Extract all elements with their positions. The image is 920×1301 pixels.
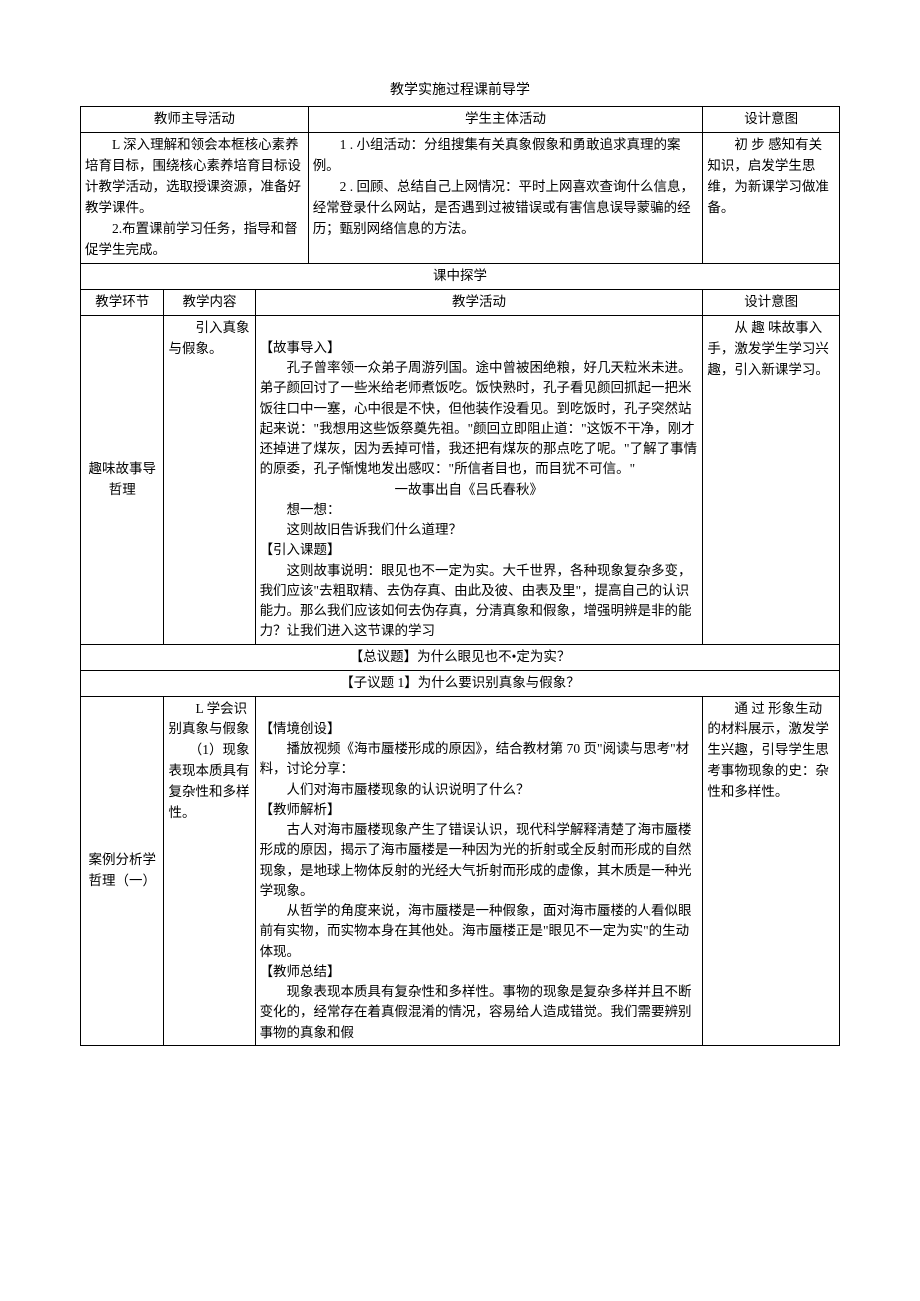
inclass-table: 教学环节 教学内容 教学活动 设计意图 趣味故事导哲理 引入真象与假象。 【故事…	[80, 290, 840, 1046]
cell-student-activity: 1 . 小组活动：分组搜集有关真象假象和勇敢追求真理的案例。 2 . 回顾、总结…	[308, 133, 703, 264]
cell-activity-2: 【情境创设】 播放视频《海市蜃楼形成的原因》，结合教材第 70 页"阅读与思考"…	[255, 696, 703, 1045]
page-title: 教学实施过程课前导学	[80, 80, 840, 102]
preclass-table: 教师主导活动 学生主体活动 设计意图 L 深入理解和领会本框核心素养培育目标，围…	[80, 106, 840, 289]
header-intent2: 设计意图	[703, 290, 840, 315]
header-teacher: 教师主导活动	[81, 107, 309, 133]
cell-content-1: 引入真象与假象。	[164, 315, 255, 644]
ziyiti1-row: 【子议题 1】为什么要识别真象与假象？	[81, 670, 840, 696]
cell-design-intent: 初 步 感知有关知识，启发学生思维，为新课学习做准备。	[703, 133, 840, 264]
cell-intent-2: 通 过 形象生动的材料展示，激发学生兴趣，引导学生思考事物现象的史：杂性和多样性…	[703, 696, 840, 1045]
header-student: 学生主体活动	[308, 107, 703, 133]
header-intent: 设计意图	[703, 107, 840, 133]
cell-stage-1: 趣味故事导哲理	[81, 315, 164, 644]
header-content: 教学内容	[164, 290, 255, 315]
cell-activity-1: 【故事导入】 孔子曾率领一众弟子周游列国。途中曾被困绝粮，好几天粒米未进。弟子颜…	[255, 315, 703, 644]
cell-content-2: L 学会识别真象与假象 （1）现象表现本质具有复杂性和多样性。	[164, 696, 255, 1045]
header-stage: 教学环节	[81, 290, 164, 315]
mid-section-title: 课中探学	[81, 263, 840, 289]
zongyiti-row: 【总议题】为什么眼见也不•定为实？	[81, 644, 840, 670]
cell-teacher-activity: L 深入理解和领会本框核心素养培育目标，围绕核心素养培育目标设计教学活动，选取授…	[81, 133, 309, 264]
cell-intent-1: 从 趣 味故事入手，激发学生学习兴趣，引入新课学习。	[703, 315, 840, 644]
cell-stage-2: 案例分析学哲理（一）	[81, 696, 164, 1045]
header-activity: 教学活动	[255, 290, 703, 315]
